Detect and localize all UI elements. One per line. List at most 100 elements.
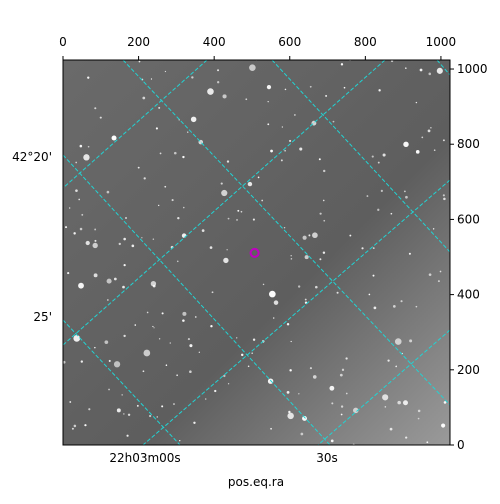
star [73, 335, 81, 342]
star [245, 98, 248, 101]
star [156, 416, 159, 418]
star [75, 161, 78, 164]
star [189, 344, 193, 348]
star [104, 340, 109, 345]
y-tick-label: 400 [457, 288, 480, 302]
star [403, 141, 409, 148]
star [226, 160, 230, 163]
star [223, 374, 226, 378]
star [124, 216, 128, 220]
star [217, 81, 220, 84]
star [227, 217, 230, 220]
star [286, 323, 290, 326]
star [201, 229, 205, 233]
grid-line [63, 319, 181, 445]
star [308, 234, 311, 237]
star [207, 88, 214, 95]
star [161, 405, 164, 408]
star [222, 94, 227, 99]
star [143, 177, 146, 180]
star [387, 359, 390, 362]
star [94, 107, 97, 110]
star [153, 327, 155, 329]
star [194, 316, 197, 318]
star [397, 400, 401, 405]
star [417, 409, 421, 413]
star [63, 360, 66, 364]
star [340, 413, 343, 416]
star [158, 204, 160, 207]
star [421, 136, 424, 139]
star [187, 338, 191, 341]
star [442, 139, 445, 142]
x-tick-label: 1000 [426, 35, 457, 49]
star [87, 76, 90, 79]
star [415, 150, 420, 154]
frame [62, 59, 451, 446]
star [165, 364, 168, 366]
star [79, 144, 83, 148]
star [270, 427, 272, 430]
star [137, 166, 140, 169]
star [415, 305, 418, 308]
star [353, 407, 359, 414]
star [164, 70, 167, 73]
star [269, 290, 276, 298]
star [323, 169, 326, 173]
star [227, 383, 230, 385]
star [340, 63, 344, 66]
star [84, 424, 87, 427]
star [415, 101, 418, 104]
star [111, 135, 117, 141]
star [182, 311, 187, 316]
star [319, 258, 322, 261]
star [273, 300, 279, 305]
star [67, 272, 70, 275]
star [108, 359, 111, 362]
star [437, 280, 440, 283]
star [240, 210, 243, 213]
star [214, 389, 217, 393]
star [441, 423, 446, 428]
star [312, 232, 318, 239]
star [402, 400, 408, 406]
star [88, 408, 91, 411]
star [79, 227, 83, 231]
sky-image [63, 60, 450, 445]
star [73, 424, 77, 428]
star [378, 89, 381, 92]
star [134, 324, 137, 326]
star [182, 319, 185, 322]
star [136, 404, 139, 407]
star [405, 67, 407, 69]
star [158, 338, 161, 340]
star [158, 106, 161, 109]
target-marker [249, 247, 260, 258]
star [284, 88, 287, 91]
star [294, 114, 296, 116]
star [85, 240, 90, 246]
star [189, 370, 192, 374]
star [173, 151, 177, 155]
star [382, 394, 389, 401]
star [193, 421, 196, 424]
star [198, 351, 200, 353]
star [290, 340, 292, 343]
star [78, 282, 84, 289]
star [312, 375, 317, 379]
star [290, 255, 292, 257]
star [302, 416, 307, 421]
star [404, 190, 406, 193]
x-tick-label: 600 [278, 35, 301, 49]
star [390, 60, 394, 63]
star [99, 116, 102, 119]
star [251, 352, 253, 354]
star [209, 246, 213, 249]
star [428, 273, 432, 277]
star [182, 206, 185, 209]
star [330, 439, 334, 443]
star [65, 226, 68, 229]
star [288, 410, 291, 414]
star [182, 155, 185, 159]
star [257, 176, 260, 179]
